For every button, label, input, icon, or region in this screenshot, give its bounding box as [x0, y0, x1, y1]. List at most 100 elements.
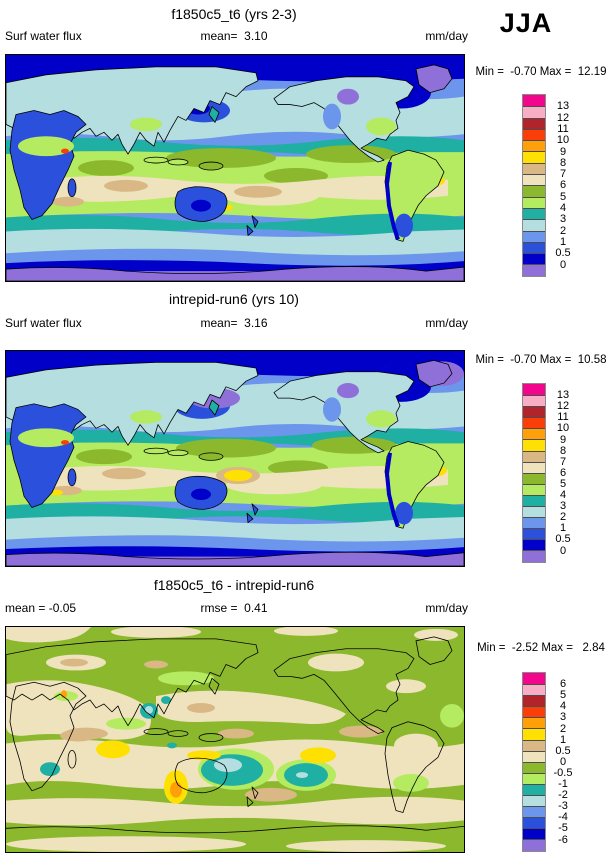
panel2-variable-label: Surf water flux [5, 316, 82, 330]
colorbar-tick-label: -6 [558, 833, 568, 846]
panel2-units-label: mm/day [425, 316, 468, 330]
panel2-mean-value: mean= 3.16 [200, 316, 268, 330]
colorbar-cell [523, 384, 545, 396]
map-difference-svg [6, 627, 464, 852]
colorbar-cell [523, 439, 545, 451]
colorbar-tick-label: 0 [559, 755, 567, 768]
colorbar-cell [523, 151, 545, 163]
colorbar-cell [523, 528, 545, 540]
colorbar-cell [523, 207, 545, 220]
colorbar-tick-label: -2 [558, 789, 568, 802]
colorbar-tick-label: 3 [559, 213, 567, 226]
colorbar-tick-label: 4 [559, 202, 567, 214]
colorbar-cell [523, 230, 545, 242]
panel2-title: intrepid-run6 (yrs 10) [169, 291, 299, 307]
map-intrepid-run6-svg [6, 351, 464, 566]
panel3-units-label: mm/day [425, 601, 468, 615]
colorbar-cell [523, 673, 545, 685]
colorbar-tick-label: 0 [559, 544, 567, 557]
colorbar-tick-label: 2 [559, 224, 567, 237]
colorbar-cell [523, 684, 545, 696]
map-f1850c5-t6-svg [6, 55, 464, 281]
colorbar-tick-label: 1 [559, 522, 567, 535]
colorbar-panel2: 13 12 11 10 9 8 7 6 5 4 3 2 1 0.5 0 [522, 383, 571, 563]
colorbar-cell [523, 174, 545, 186]
colorbar-panel1: 13 12 11 10 9 8 7 6 5 4 3 2 1 0.5 0 [522, 94, 571, 277]
colorbar-panel3: 6 5 4 3 2 1 0.5 0 -0.5 -1 -2 -3 -4 -5 -6 [522, 672, 572, 852]
colorbar-tick-label: 3 [559, 711, 567, 724]
colorbar-cell [523, 517, 545, 529]
colorbar-tick-label: -5 [558, 822, 568, 835]
map-intrepid-run6 [5, 350, 465, 567]
colorbar-cell [523, 717, 545, 729]
colorbar-tick-label: 11 [557, 122, 569, 135]
colorbar-tick-label: 3 [559, 500, 567, 513]
colorbar-cells [522, 94, 546, 277]
colorbar-tick-label: 9 [559, 145, 567, 158]
colorbar-cells [522, 383, 546, 563]
colorbar-cell [523, 695, 545, 707]
panel3-minmax-label: Min = -2.52 Max = 2.84 [477, 642, 605, 654]
colorbar-tick-label: 4 [559, 700, 567, 713]
panel1-variable-label: Surf water flux [5, 29, 82, 43]
panel3-mean-value: mean = -0.05 [5, 601, 77, 615]
colorbar-cell [523, 494, 545, 507]
colorbar-cell [523, 128, 545, 141]
colorbar-tick-label: 6 [559, 466, 567, 479]
colorbar-tick-label: 0.5 [555, 247, 571, 260]
colorbar-cell [523, 817, 545, 829]
colorbar-cell [523, 706, 545, 718]
colorbar-cell [523, 241, 545, 254]
colorbar-cell [523, 219, 545, 231]
colorbar-tick-label: 12 [556, 400, 570, 413]
colorbar-tick-label: 7 [559, 168, 567, 181]
colorbar-cell [523, 450, 545, 462]
colorbar-cell [523, 264, 545, 276]
continents [6, 64, 464, 281]
colorbar-tick-label: 9 [559, 433, 567, 446]
colorbar-cell [523, 472, 545, 484]
colorbar-tick-label: 0 [559, 258, 567, 271]
colorbar-tick-label: 12 [556, 111, 570, 124]
season-label: JJA [499, 8, 553, 38]
colorbar-tick-label: 8 [559, 156, 567, 169]
colorbar-tick-label: 2 [559, 511, 567, 524]
colorbar-tick-label: 1 [559, 733, 567, 746]
continent-outlines [6, 636, 464, 834]
colorbar-cell [523, 828, 545, 840]
panel1-units-label: mm/day [425, 29, 468, 43]
colorbar-tick-label: 6 [559, 678, 567, 691]
colorbar-tick-label: 10 [556, 134, 570, 147]
panel1-title: f1850c5_t6 (yrs 2-3) [171, 6, 297, 22]
colorbar-cell [523, 106, 545, 118]
colorbar-cell [523, 806, 545, 818]
colorbar-tick-label: 0.5 [555, 533, 571, 546]
panel3-title: f1850c5_t6 - intrepid-run6 [153, 577, 315, 593]
colorbar-tick-label: 11 [557, 411, 569, 424]
map-difference [5, 626, 465, 853]
colorbar-cell [523, 795, 545, 807]
colorbar-cell [523, 461, 545, 473]
colorbar-tick-label: 5 [559, 477, 567, 490]
colorbar-tick-label: 5 [559, 689, 567, 702]
colorbar-cell [523, 739, 545, 751]
panel1-minmax-label: Min = -0.70 Max = 12.19 [475, 66, 607, 78]
colorbar-cell [523, 728, 545, 740]
colorbar-tick-label: -4 [558, 811, 568, 824]
difference-field [6, 627, 464, 852]
continents [6, 360, 464, 566]
colorbar-cells [522, 672, 546, 852]
colorbar-cell [523, 417, 545, 429]
colorbar-cell [523, 750, 545, 762]
colorbar-tick-label: 7 [559, 455, 567, 468]
colorbar-cell [523, 506, 545, 518]
colorbar-tick-label: -1 [558, 778, 568, 790]
colorbar-cell [523, 395, 545, 407]
colorbar-cell [523, 550, 545, 562]
panel1-mean-value: mean= 3.10 [200, 29, 268, 43]
colorbar-cell [523, 185, 545, 197]
colorbar-cell [523, 95, 545, 107]
colorbar-tick-label: 5 [559, 190, 567, 203]
colorbar-cell [523, 483, 545, 495]
colorbar-cell [523, 117, 545, 129]
